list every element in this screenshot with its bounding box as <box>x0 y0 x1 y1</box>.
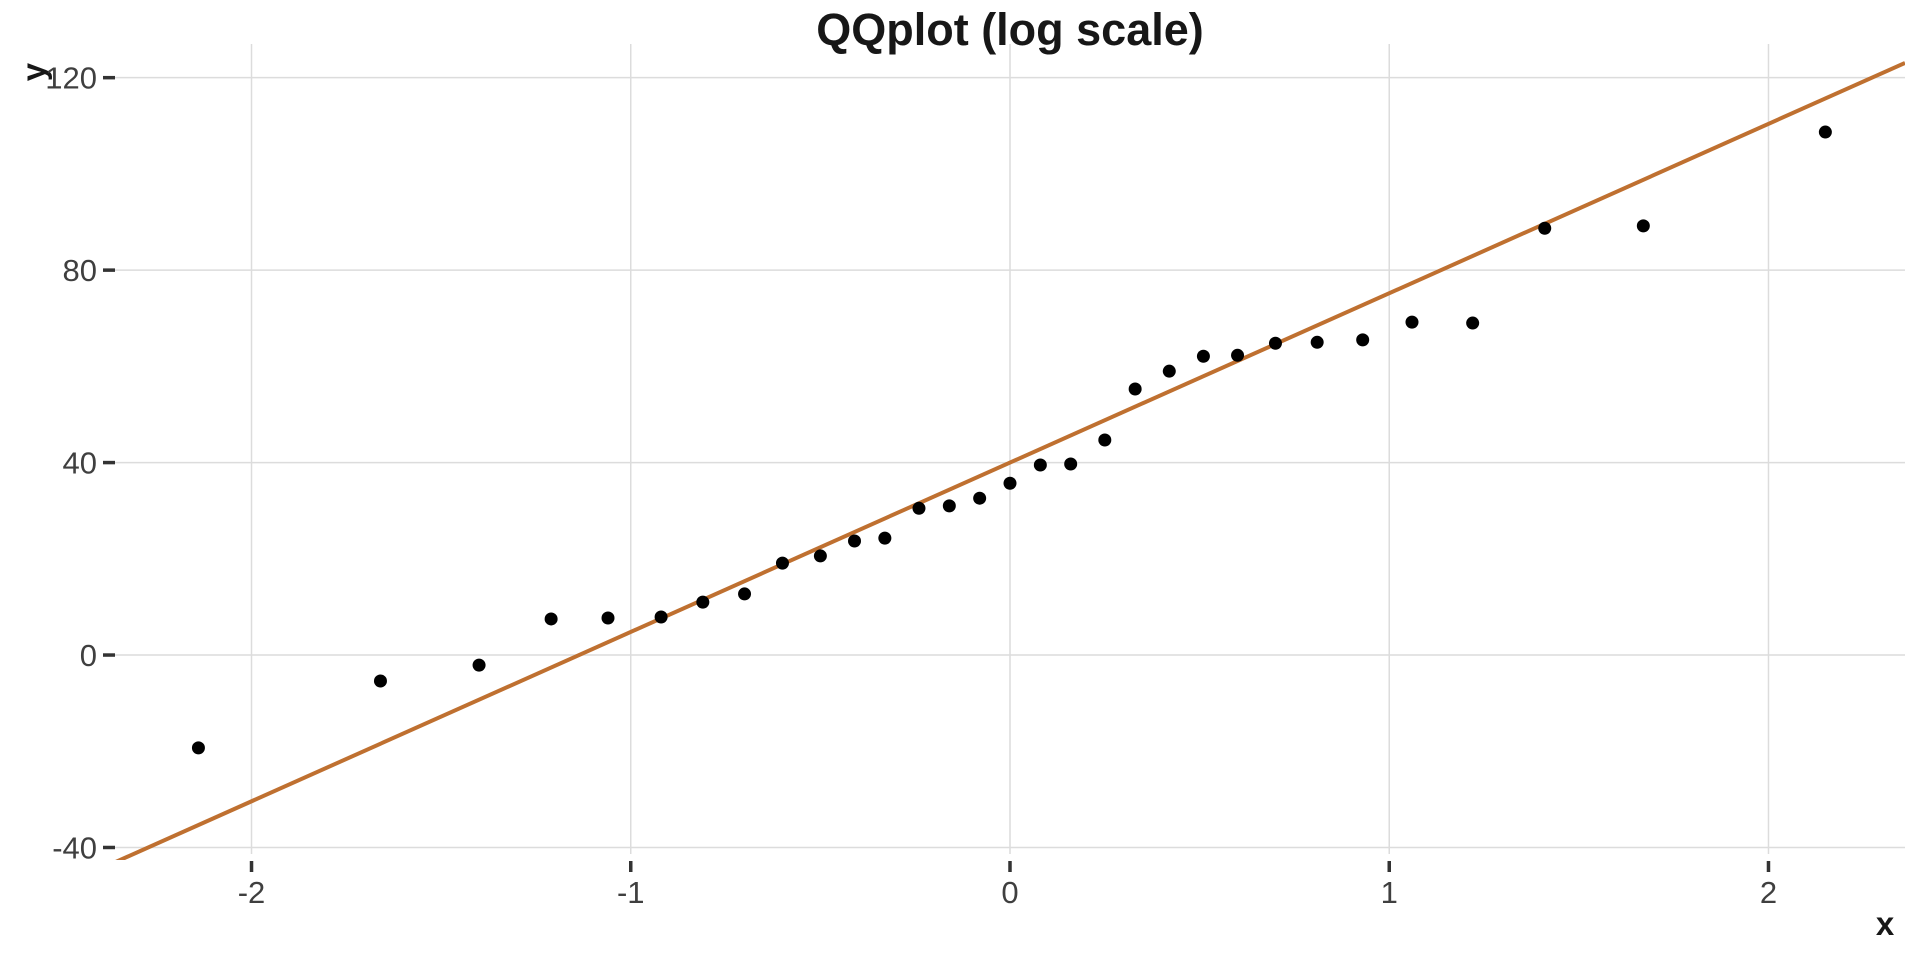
data-point-7 <box>738 587 752 601</box>
data-point-24 <box>1310 335 1324 349</box>
data-point-11 <box>878 531 892 545</box>
data-point-19 <box>1128 382 1142 396</box>
data-point-2 <box>472 658 486 672</box>
data-point-23 <box>1268 336 1282 350</box>
x-tick-label--1: -1 <box>617 875 645 910</box>
x-axis-title: x <box>1875 905 1895 942</box>
data-point-5 <box>654 610 668 624</box>
data-point-30 <box>1818 125 1832 139</box>
x-tick-label-0: 0 <box>1001 875 1018 910</box>
y-tick-label-0: 0 <box>80 638 97 673</box>
data-point-21 <box>1196 349 1210 363</box>
y-tick-label-40: 40 <box>63 445 97 480</box>
data-point-9 <box>813 549 827 563</box>
data-point-1 <box>373 674 387 688</box>
data-point-27 <box>1466 316 1480 330</box>
data-point-0 <box>191 741 205 755</box>
data-point-10 <box>848 534 862 548</box>
y-tick-label-80: 80 <box>63 253 97 288</box>
qq-reference-line <box>115 61 1905 860</box>
x-tick-label--2: -2 <box>238 875 266 910</box>
data-point-25 <box>1356 333 1370 347</box>
data-point-17 <box>1064 457 1078 471</box>
data-point-12 <box>912 501 926 515</box>
data-point-18 <box>1098 433 1112 447</box>
y-tick-label-120: 120 <box>45 61 97 96</box>
y-tick-label--40: -40 <box>52 830 97 865</box>
x-tick-label-1: 1 <box>1381 875 1398 910</box>
data-point-13 <box>942 499 956 513</box>
data-point-29 <box>1636 219 1650 233</box>
x-tick-label-2: 2 <box>1760 875 1777 910</box>
data-point-14 <box>973 491 987 505</box>
data-point-8 <box>775 556 789 570</box>
data-point-20 <box>1162 364 1176 378</box>
data-point-15 <box>1003 476 1017 490</box>
data-point-4 <box>601 611 615 625</box>
data-point-16 <box>1033 458 1047 472</box>
data-point-28 <box>1538 221 1552 235</box>
data-point-22 <box>1231 348 1245 362</box>
data-point-3 <box>544 612 558 626</box>
data-point-26 <box>1405 315 1419 329</box>
data-point-6 <box>696 595 710 609</box>
